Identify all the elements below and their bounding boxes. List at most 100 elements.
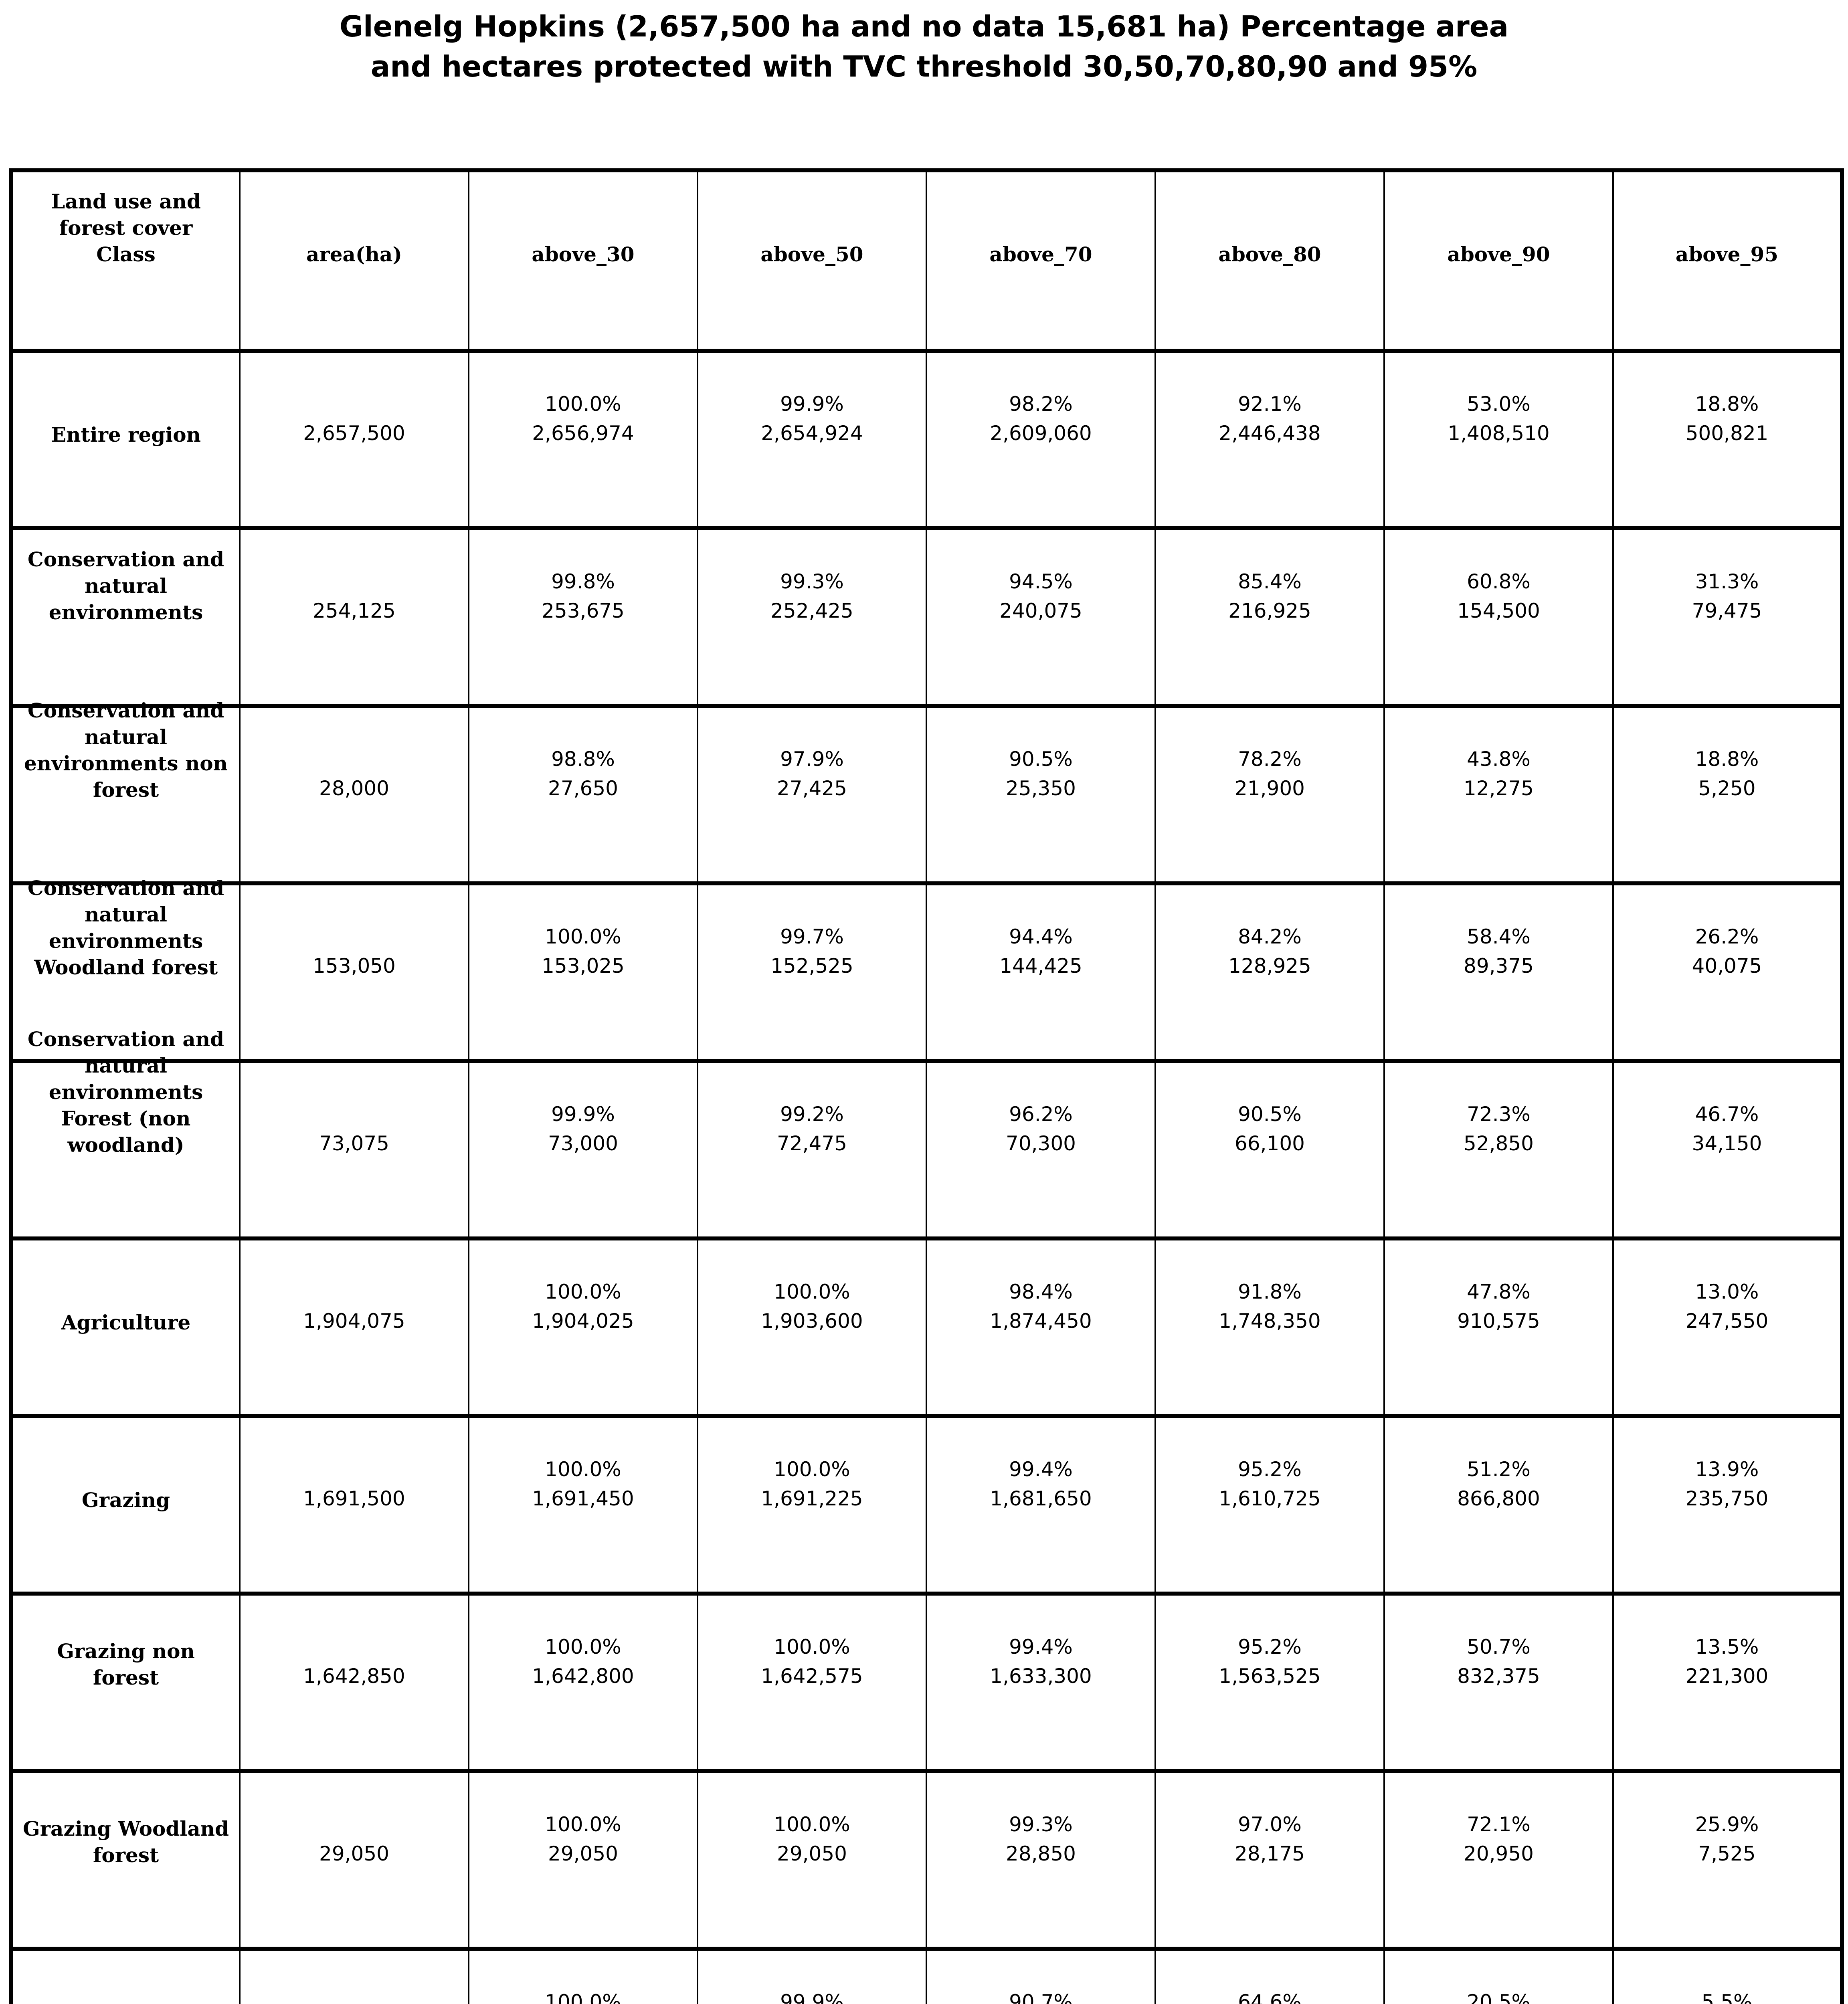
threshold-cell: 13.5% 221,300 xyxy=(1612,1592,1843,1773)
threshold-values: 98.4% 1,874,450 xyxy=(927,1277,1154,1336)
threshold-values: 99.7% 152,525 xyxy=(698,922,926,981)
row-label: Conservation and natural environments no… xyxy=(24,699,228,802)
hectares-value: 144,425 xyxy=(999,954,1082,978)
row-label: Conservation and natural environments Fo… xyxy=(27,1027,224,1157)
threshold-values: 58.4% 89,375 xyxy=(1385,922,1612,981)
percent-value: 98.8% xyxy=(551,747,615,771)
percent-value: 99.8% xyxy=(551,570,615,594)
percent-value: 50.7% xyxy=(1467,1635,1531,1659)
hectares-value: 79,475 xyxy=(1692,599,1762,623)
hectares-value: 2,654,924 xyxy=(761,422,863,445)
percent-value: 90.5% xyxy=(1009,747,1073,771)
row-label-cell: Conservation and natural environments no… xyxy=(10,699,241,885)
threshold-values: 72.1% 20,950 xyxy=(1385,1810,1612,1869)
row-label-cell: Grazing Woodland forest xyxy=(10,1769,241,1951)
threshold-cell: 31.3% 79,475 xyxy=(1612,526,1843,708)
area-cell: 28,000 xyxy=(239,704,469,885)
table-header-row: Land use and forest cover Class area(ha) a… xyxy=(10,168,1843,353)
threshold-cell: 100.0% 29,050 xyxy=(697,1769,927,1951)
threshold-values: 94.5% 240,075 xyxy=(927,567,1154,626)
area-value: 73,075 xyxy=(319,1132,389,1156)
threshold-cell: 98.8% 27,650 xyxy=(468,704,698,885)
threshold-values: 13.5% 221,300 xyxy=(1614,1632,1840,1691)
hectares-value: 910,575 xyxy=(1457,1309,1540,1333)
threshold-cell: 5.5%11,675 xyxy=(1612,1947,1843,2004)
hectares-value: 1,748,350 xyxy=(1219,1309,1321,1333)
percent-value: 100.0% xyxy=(545,1458,621,1481)
threshold-values: 99.3% 252,425 xyxy=(698,567,926,626)
threshold-cell: 100.0% 1,903,600 xyxy=(697,1236,927,1418)
percent-value: 99.7% xyxy=(780,925,844,949)
threshold-cell: 90.5% 66,100 xyxy=(1154,1059,1385,1240)
threshold-values: 100.0% 1,691,450 xyxy=(469,1455,697,1513)
hectares-value: 247,550 xyxy=(1685,1309,1769,1333)
threshold-cell: 47.8% 910,575 xyxy=(1383,1236,1614,1418)
hectares-value: 52,850 xyxy=(1464,1132,1534,1156)
percent-value: 13.5% xyxy=(1695,1635,1759,1659)
column-header-6: above_90 xyxy=(1383,168,1614,353)
hectares-value: 66,100 xyxy=(1235,1132,1305,1156)
table-row: Conservation and natural environments 254… xyxy=(10,526,1843,708)
hectares-value: 28,850 xyxy=(1006,1842,1076,1866)
hectares-value: 1,681,650 xyxy=(990,1487,1092,1511)
percent-value: 98.4% xyxy=(1009,1280,1073,1304)
percent-value: 97.9% xyxy=(780,747,844,771)
threshold-cell: 25.9% 7,525 xyxy=(1612,1769,1843,1951)
threshold-cell: 95.2% 1,610,725 xyxy=(1154,1414,1385,1596)
percent-value: 91.8% xyxy=(1238,1280,1302,1304)
percent-value: 25.9% xyxy=(1695,1813,1759,1836)
threshold-values: 100.0% 1,642,800 xyxy=(469,1632,697,1691)
hectares-value: 216,925 xyxy=(1228,599,1311,623)
area-value: 1,691,500 xyxy=(303,1487,405,1511)
hectares-value: 1,408,510 xyxy=(1448,422,1550,445)
threshold-values: 95.2% 1,610,725 xyxy=(1156,1455,1383,1513)
percent-value: 60.8% xyxy=(1467,570,1531,594)
percent-value: 100.0% xyxy=(545,1635,621,1659)
threshold-cell: 84.2% 128,925 xyxy=(1154,881,1385,1063)
percent-value: 94.4% xyxy=(1009,925,1073,949)
percent-value: 100.0% xyxy=(545,1813,621,1836)
page-title: Glenelg Hopkins (2,657,500 ha and no dat… xyxy=(0,6,1848,87)
threshold-values: 100.0% 153,025 xyxy=(469,922,697,981)
threshold-values: 90.5% 66,100 xyxy=(1156,1100,1383,1158)
hectares-value: 72,475 xyxy=(777,1132,847,1156)
percent-value: 58.4% xyxy=(1467,925,1531,949)
hectares-value: 1,633,300 xyxy=(990,1665,1092,1688)
threshold-values: 98.2% 2,609,060 xyxy=(927,390,1154,448)
hectares-value: 29,050 xyxy=(548,1842,618,1866)
threshold-values: 72.3% 52,850 xyxy=(1385,1100,1612,1158)
row-label: Grazing non forest xyxy=(57,1639,195,1690)
threshold-values: 100.0% 1,691,225 xyxy=(698,1455,926,1513)
table-row: Agriculture 1,904,075 100.0% 1,904,025 100.0… xyxy=(10,1236,1843,1418)
hectares-value: 1,642,575 xyxy=(761,1665,863,1688)
percent-value: 46.7% xyxy=(1695,1103,1759,1126)
table-row: Grazing Woodland forest 29,050 100.0% 29,05… xyxy=(10,1769,1843,1951)
percent-value: 84.2% xyxy=(1238,925,1302,949)
area-cell: 29,050 xyxy=(239,1769,469,1951)
percent-value: 26.2% xyxy=(1695,925,1759,949)
threshold-values: 85.4% 216,925 xyxy=(1156,567,1383,626)
percent-value: 90.5% xyxy=(1238,1103,1302,1126)
threshold-cell: 46.7% 34,150 xyxy=(1612,1059,1843,1240)
hectares-value: 240,075 xyxy=(999,599,1082,623)
threshold-cell: 53.0% 1,408,510 xyxy=(1383,349,1614,530)
threshold-cell: 99.8% 253,675 xyxy=(468,526,698,708)
column-header-label: above_80 xyxy=(1218,242,1321,266)
hectares-value: 25,350 xyxy=(1006,777,1076,800)
percent-value: 72.1% xyxy=(1467,1813,1531,1836)
threshold-cell: 95.2% 1,563,525 xyxy=(1154,1592,1385,1773)
threshold-cell: 99.9%210,725 xyxy=(697,1947,927,2004)
column-header-5: above_80 xyxy=(1154,168,1385,353)
threshold-values: 98.8% 27,650 xyxy=(469,745,697,803)
threshold-cell: 13.9% 235,750 xyxy=(1612,1414,1843,1596)
threshold-cell: 100.0% 1,691,225 xyxy=(697,1414,927,1596)
table-row: Conservation and natural environments Wo… xyxy=(10,876,1843,1063)
threshold-values: 78.2% 21,900 xyxy=(1156,745,1383,803)
hectares-value: 34,150 xyxy=(1692,1132,1762,1156)
percent-value: 100.0% xyxy=(774,1813,850,1836)
area-value: 28,000 xyxy=(319,777,389,800)
hectares-value: 2,446,438 xyxy=(1219,422,1321,445)
column-header-label: above_90 xyxy=(1447,242,1550,266)
hectares-value: 89,375 xyxy=(1464,954,1534,978)
column-header-7: above_95 xyxy=(1612,168,1843,353)
